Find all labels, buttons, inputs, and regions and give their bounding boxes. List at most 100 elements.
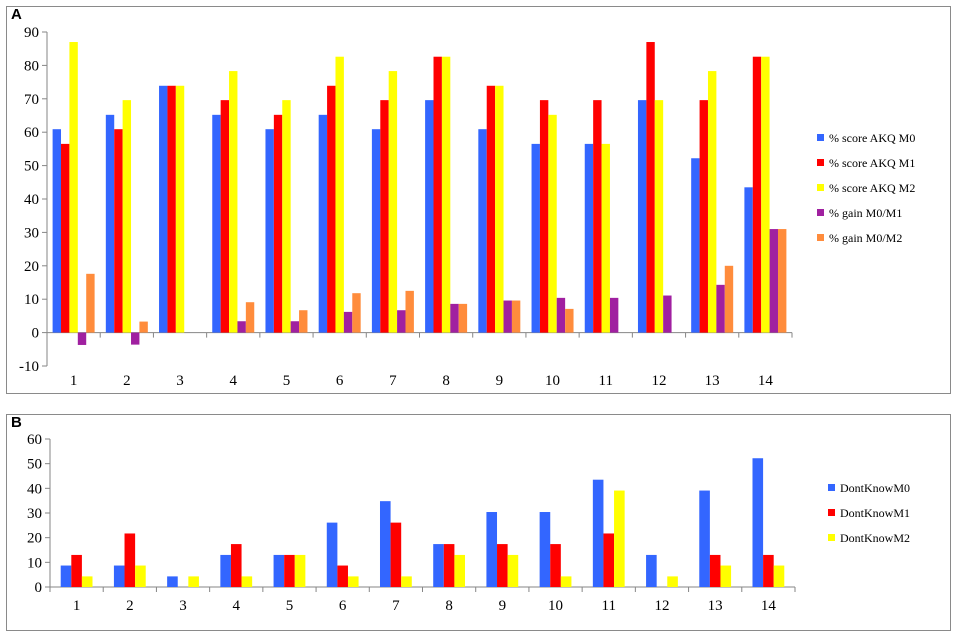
y-tick-label: -10: [19, 359, 39, 375]
panel-a-label: A: [11, 6, 22, 23]
bar: [86, 273, 95, 333]
bar: [486, 512, 498, 587]
y-tick-label: 60: [24, 125, 39, 141]
y-tick-label: 70: [24, 92, 39, 108]
x-tick-label: 1: [70, 373, 78, 389]
x-tick-label: 9: [496, 373, 504, 389]
bar: [229, 71, 238, 333]
bar: [352, 293, 361, 333]
bar: [318, 114, 328, 333]
bar: [744, 187, 753, 333]
bar: [433, 56, 442, 333]
legend-label: % score AKQ M1: [829, 156, 915, 170]
y-tick-label: 80: [24, 58, 39, 74]
bar: [61, 143, 70, 333]
bar: [326, 522, 338, 587]
y-tick-label: 30: [24, 225, 39, 241]
bar: [773, 565, 785, 587]
bar: [560, 576, 572, 587]
bar: [497, 544, 508, 587]
bar: [433, 544, 444, 587]
bar: [343, 311, 353, 333]
bar: [539, 100, 549, 333]
y-tick-label: 0: [35, 580, 43, 596]
bar: [135, 565, 146, 587]
bar: [52, 129, 62, 333]
bar: [167, 576, 178, 587]
x-tick-label: 2: [123, 373, 131, 389]
bar: [667, 576, 678, 587]
bar: [425, 100, 434, 333]
legend-label: % score AKQ M2: [829, 181, 915, 195]
legend-label: % score AKQ M0: [829, 131, 915, 145]
x-tick-label: 13: [708, 598, 723, 614]
bar: [390, 522, 402, 587]
y-tick-label: 90: [24, 25, 39, 41]
bar: [724, 265, 734, 333]
bar: [131, 332, 140, 345]
bar: [592, 479, 604, 587]
bar: [539, 512, 551, 587]
bar: [122, 100, 132, 333]
x-tick-label: 8: [445, 598, 453, 614]
bar: [699, 490, 710, 587]
bar: [299, 310, 308, 333]
bar: [379, 501, 391, 587]
legend-swatch: [828, 509, 835, 516]
bar: [388, 71, 398, 333]
bar: [113, 565, 125, 587]
legend-swatch: [817, 184, 824, 191]
legend-swatch: [817, 234, 824, 241]
bar: [507, 554, 519, 587]
x-tick-label: 5: [283, 373, 291, 389]
legend-swatch: [828, 534, 835, 541]
bar: [614, 490, 625, 587]
x-tick-label: 13: [705, 373, 720, 389]
legend-label: % gain M0/M2: [829, 231, 902, 245]
x-tick-label: 2: [126, 598, 134, 614]
bar: [397, 310, 406, 333]
x-tick-label: 3: [179, 598, 187, 614]
bar: [371, 129, 381, 333]
bar: [175, 85, 185, 333]
bar: [752, 458, 764, 587]
bar: [290, 321, 300, 333]
bar: [609, 297, 619, 333]
legend-label: DontKnowM2: [840, 531, 910, 545]
legend-swatch: [828, 484, 835, 491]
bar: [556, 297, 566, 333]
bar: [114, 129, 123, 333]
bar: [241, 576, 253, 587]
bar: [478, 129, 487, 333]
bar: [603, 533, 615, 587]
legend-swatch: [817, 134, 824, 141]
x-tick-label: 11: [602, 598, 616, 614]
x-tick-label: 3: [176, 373, 184, 389]
x-tick-label: 5: [286, 598, 294, 614]
bar: [720, 565, 732, 587]
bar: [709, 554, 721, 587]
bar: [401, 576, 412, 587]
bar: [454, 554, 466, 587]
bar: [441, 56, 451, 333]
bar: [188, 576, 199, 587]
bar: [77, 332, 87, 345]
x-tick-label: 12: [654, 598, 669, 614]
bar: [69, 42, 78, 333]
bar: [380, 100, 389, 333]
bar: [548, 114, 557, 333]
bar: [584, 143, 594, 333]
bar: [237, 321, 246, 333]
x-tick-label: 11: [599, 373, 613, 389]
legend-swatch: [817, 159, 824, 166]
bar: [637, 100, 647, 333]
x-tick-label: 12: [651, 373, 666, 389]
bar: [550, 544, 561, 587]
bar: [511, 300, 521, 333]
bar: [105, 114, 115, 333]
y-tick-label: 20: [24, 259, 39, 275]
bar: [752, 56, 762, 333]
bar: [646, 42, 655, 333]
bar: [663, 295, 672, 333]
